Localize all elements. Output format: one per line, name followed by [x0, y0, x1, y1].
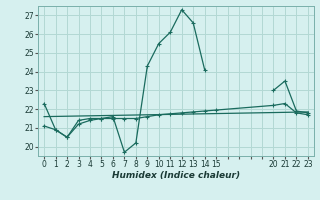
- X-axis label: Humidex (Indice chaleur): Humidex (Indice chaleur): [112, 171, 240, 180]
